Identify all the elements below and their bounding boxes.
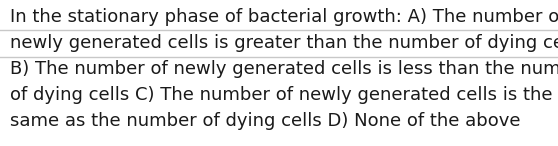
Text: of dying cells C) The number of newly generated cells is the: of dying cells C) The number of newly ge…	[10, 86, 552, 104]
Text: same as the number of dying cells D) None of the above: same as the number of dying cells D) Non…	[10, 112, 521, 130]
Text: newly generated cells is greater than the number of dying cells: newly generated cells is greater than th…	[10, 34, 558, 52]
Text: B) The number of newly generated cells is less than the number: B) The number of newly generated cells i…	[10, 60, 558, 78]
Text: In the stationary phase of bacterial growth: A) The number of: In the stationary phase of bacterial gro…	[10, 8, 558, 26]
